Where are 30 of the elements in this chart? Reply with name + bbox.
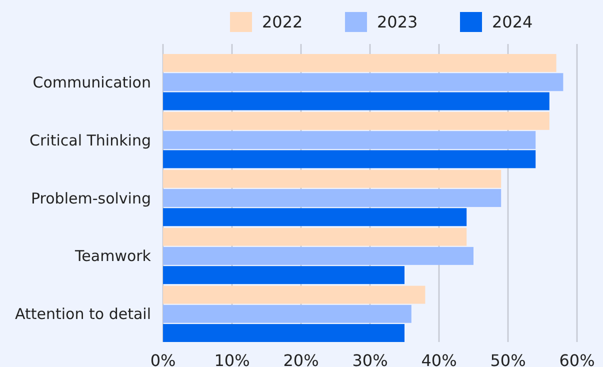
bar bbox=[163, 131, 536, 150]
bar bbox=[163, 73, 564, 92]
x-tick-label: 0% bbox=[150, 350, 176, 367]
y-tick-label: Attention to detail bbox=[15, 305, 151, 324]
bar bbox=[163, 150, 536, 168]
bar bbox=[163, 246, 474, 265]
bar bbox=[163, 324, 404, 342]
y-tick-label: Teamwork bbox=[74, 247, 152, 266]
y-tick-label: Communication bbox=[32, 73, 151, 92]
x-tick-label: 60% bbox=[559, 350, 595, 367]
x-tick-label: 40% bbox=[421, 350, 457, 367]
x-tick-label: 50% bbox=[490, 350, 526, 367]
bar bbox=[163, 304, 412, 323]
bar bbox=[163, 189, 502, 207]
bar bbox=[163, 112, 550, 130]
bar bbox=[163, 54, 556, 72]
y-tick-label: Critical Thinking bbox=[30, 131, 151, 150]
x-tick-label: 20% bbox=[283, 350, 319, 367]
bar bbox=[163, 266, 404, 284]
x-tick-label: 10% bbox=[214, 350, 250, 367]
legend-label: 2024 bbox=[492, 12, 533, 32]
y-tick-label: Problem-solving bbox=[31, 189, 151, 208]
bar bbox=[163, 170, 502, 188]
bar bbox=[163, 228, 467, 246]
bar bbox=[163, 286, 426, 304]
bar bbox=[163, 92, 550, 110]
legend-label: 2023 bbox=[377, 12, 418, 32]
bar bbox=[163, 208, 467, 226]
x-tick-label: 30% bbox=[352, 350, 388, 367]
legend-label: 2022 bbox=[262, 12, 303, 32]
